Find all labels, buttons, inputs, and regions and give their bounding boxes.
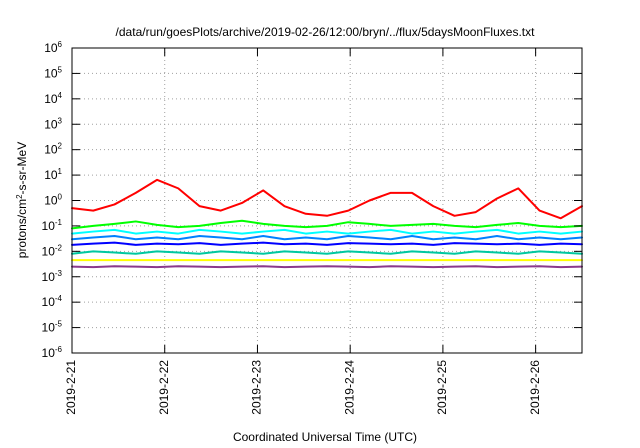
plot-frame (71, 47, 583, 354)
y-tick-label: 10-5 (42, 320, 63, 335)
series-lines (71, 178, 583, 269)
y-tick-label: 10-3 (42, 269, 63, 284)
y-tick-label: 100 (44, 193, 62, 208)
series-line-1 (71, 178, 583, 220)
x-tick-label: 2019-2-26 (528, 360, 542, 415)
y-tick-label: 102 (44, 142, 62, 157)
y-tick-label: 10-4 (42, 294, 63, 309)
x-axis-label: Coordinated Universal Time (UTC) (233, 430, 417, 444)
x-tick-label: 2019-2-23 (250, 360, 264, 415)
y-tick-label: 103 (44, 116, 62, 131)
y-tick-label: 104 (44, 91, 62, 106)
y-axis-label: protons/cm2-s-sr-MeV (15, 142, 29, 258)
series-line-5 (71, 241, 583, 246)
x-tick-label: 2019-2-25 (435, 360, 449, 415)
y-axis-label-part-1: protons/cm (15, 199, 29, 258)
series-line-8 (71, 265, 583, 269)
tick-labels: 2019-2-21 2019-2-22 2019-2-23 2019-2-24 2019… (42, 40, 542, 415)
y-tick-label: 101 (44, 167, 62, 182)
y-tick-label: 105 (44, 65, 62, 80)
x-tick-label: 2019-2-24 (342, 360, 356, 415)
chart-title: /data/run/goesPlots/archive/2019-02-26/1… (116, 25, 536, 39)
y-axis-label-superscript: 2 (15, 194, 24, 199)
x-tick-label: 2019-2-22 (157, 360, 171, 415)
y-tick-label: 10-6 (42, 345, 63, 360)
series-line-4 (71, 235, 583, 241)
y-tick-label: 10-2 (42, 243, 63, 258)
y-tick-label: 106 (44, 40, 62, 55)
y-axis-label-part-2: -s-sr-MeV (15, 142, 29, 195)
y-tick-label: 10-1 (42, 218, 63, 233)
series-line-3 (71, 228, 583, 235)
series-line-2 (71, 219, 583, 230)
series-line-6 (71, 250, 583, 255)
x-tick-label: 2019-2-21 (64, 360, 78, 415)
